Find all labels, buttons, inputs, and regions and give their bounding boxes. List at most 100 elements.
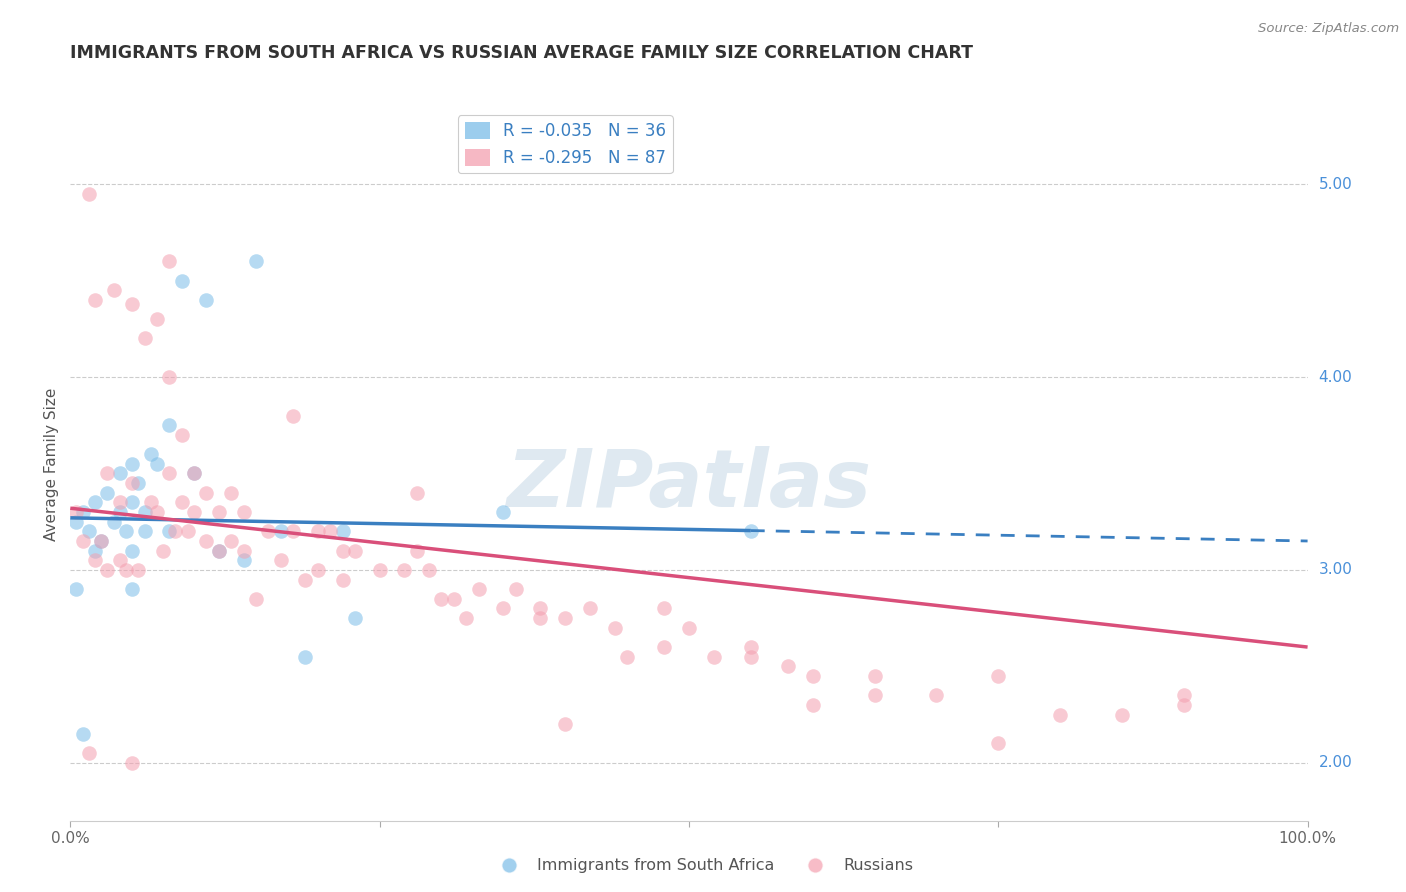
Y-axis label: Average Family Size: Average Family Size: [44, 387, 59, 541]
Text: 5.00: 5.00: [1319, 177, 1353, 192]
Point: [108, 505, 131, 519]
Point: [157, 418, 180, 433]
Point: [232, 543, 254, 558]
Text: IMMIGRANTS FROM SOUTH AFRICA VS RUSSIAN AVERAGE FAMILY SIZE CORRELATION CHART: IMMIGRANTS FROM SOUTH AFRICA VS RUSSIAN …: [70, 45, 973, 62]
Point: [96, 485, 118, 500]
Point: [456, 611, 478, 625]
Point: [121, 495, 143, 509]
Point: [170, 274, 193, 288]
Point: [146, 312, 169, 326]
Point: [281, 524, 304, 539]
Point: [219, 533, 242, 548]
Point: [554, 717, 576, 731]
Point: [139, 495, 162, 509]
Point: [703, 649, 725, 664]
Point: [863, 669, 886, 683]
Point: [146, 505, 169, 519]
Point: [307, 563, 329, 577]
Legend: R = -0.035   N = 36, R = -0.295   N = 87: R = -0.035 N = 36, R = -0.295 N = 87: [458, 115, 672, 173]
Point: [96, 467, 118, 481]
Point: [108, 495, 131, 509]
Point: [294, 649, 316, 664]
Point: [165, 524, 187, 539]
Point: [257, 524, 280, 539]
Point: [505, 582, 527, 597]
Point: [307, 524, 329, 539]
Point: [157, 370, 180, 384]
Text: ZIPatlas: ZIPatlas: [506, 446, 872, 524]
Point: [177, 524, 200, 539]
Point: [121, 582, 143, 597]
Point: [1173, 698, 1195, 712]
Point: [925, 688, 948, 702]
Point: [121, 457, 143, 471]
Point: [467, 582, 489, 597]
Point: [134, 524, 156, 539]
Point: [134, 505, 156, 519]
Point: [245, 254, 267, 268]
Point: [801, 669, 824, 683]
Point: [170, 428, 193, 442]
Point: [208, 543, 231, 558]
Point: [616, 649, 638, 664]
Point: [270, 553, 292, 567]
Point: [103, 283, 125, 297]
Point: [652, 640, 675, 654]
Point: [72, 727, 94, 741]
Point: [801, 698, 824, 712]
Point: [332, 524, 354, 539]
Point: [332, 573, 354, 587]
Point: [987, 737, 1010, 751]
Legend: Immigrants from South Africa, Russians: Immigrants from South Africa, Russians: [486, 852, 920, 880]
Point: [84, 495, 107, 509]
Point: [115, 563, 138, 577]
Point: [232, 553, 254, 567]
Point: [245, 591, 267, 606]
Point: [343, 611, 366, 625]
Point: [65, 582, 87, 597]
Point: [603, 621, 626, 635]
Point: [146, 457, 169, 471]
Point: [405, 543, 427, 558]
Point: [443, 591, 465, 606]
Text: 4.00: 4.00: [1319, 369, 1353, 384]
Point: [170, 495, 193, 509]
Point: [84, 293, 107, 307]
Point: [776, 659, 799, 673]
Point: [108, 467, 131, 481]
Point: [394, 563, 416, 577]
Text: Source: ZipAtlas.com: Source: ZipAtlas.com: [1258, 22, 1399, 36]
Point: [77, 524, 100, 539]
Point: [72, 505, 94, 519]
Point: [208, 543, 231, 558]
Point: [368, 563, 391, 577]
Point: [492, 601, 515, 615]
Point: [65, 505, 87, 519]
Point: [740, 649, 762, 664]
Point: [1049, 707, 1071, 722]
Point: [77, 186, 100, 201]
Point: [232, 505, 254, 519]
Point: [183, 467, 205, 481]
Point: [554, 611, 576, 625]
Point: [121, 476, 143, 491]
Point: [108, 553, 131, 567]
Point: [195, 533, 218, 548]
Point: [139, 447, 162, 461]
Point: [65, 515, 87, 529]
Point: [1173, 688, 1195, 702]
Point: [195, 485, 218, 500]
Point: [208, 505, 231, 519]
Point: [863, 688, 886, 702]
Point: [430, 591, 453, 606]
Point: [90, 533, 112, 548]
Point: [678, 621, 700, 635]
Point: [152, 543, 174, 558]
Point: [319, 524, 342, 539]
Point: [72, 533, 94, 548]
Point: [134, 331, 156, 345]
Point: [294, 573, 316, 587]
Point: [987, 669, 1010, 683]
Point: [579, 601, 602, 615]
Point: [183, 505, 205, 519]
